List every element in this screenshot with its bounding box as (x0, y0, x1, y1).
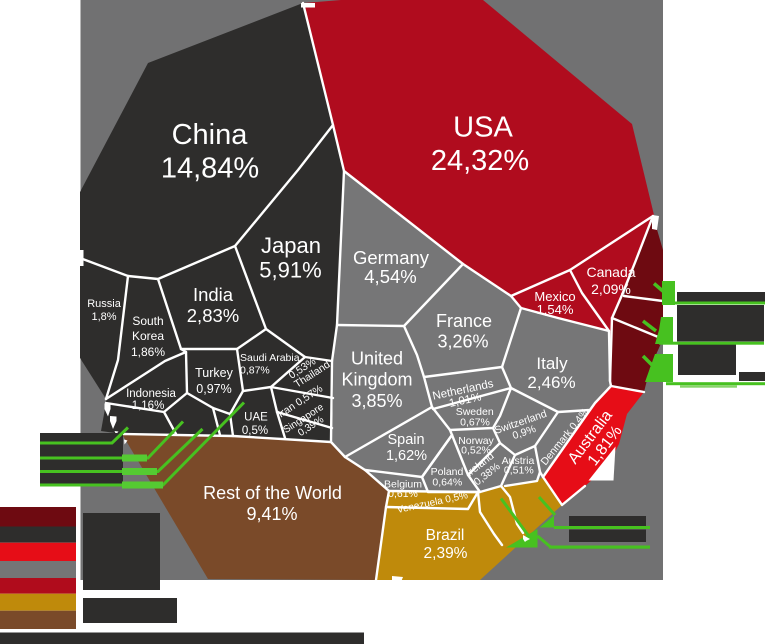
svg-text:Norway: Norway (458, 435, 494, 447)
svg-text:Russia: Russia (87, 298, 122, 310)
svg-text:0,52%: 0,52% (461, 445, 491, 457)
svg-text:Saudi Arabia: Saudi Arabia (240, 352, 300, 364)
svg-text:Germany: Germany (353, 247, 430, 268)
svg-text:0,87%: 0,87% (240, 365, 270, 377)
svg-text:Canada: Canada (586, 264, 635, 280)
svg-text:Indonesia: Indonesia (126, 388, 176, 400)
svg-text:Turkey: Turkey (195, 366, 233, 380)
svg-text:1,62%: 1,62% (386, 448, 427, 464)
svg-text:Kingdom: Kingdom (341, 370, 412, 390)
svg-text:USA: USA (453, 112, 513, 144)
svg-text:2,83%: 2,83% (187, 305, 239, 326)
svg-text:0,5%: 0,5% (242, 425, 268, 437)
svg-text:Brazil: Brazil (426, 527, 465, 544)
svg-text:Poland: Poland (431, 466, 464, 478)
svg-text:1,8%: 1,8% (91, 311, 116, 323)
svg-text:Rest of the World: Rest of the World (203, 483, 342, 503)
svg-text:China: China (172, 119, 249, 151)
svg-text:UAE: UAE (244, 412, 268, 424)
svg-text:Spain: Spain (387, 432, 424, 448)
svg-text:2,39%: 2,39% (424, 545, 468, 562)
svg-text:24,32%: 24,32% (431, 145, 529, 177)
svg-text:3,85%: 3,85% (351, 391, 402, 411)
svg-text:0,97%: 0,97% (196, 382, 231, 396)
svg-text:5,91%: 5,91% (259, 258, 321, 283)
svg-text:Italy: Italy (536, 354, 568, 373)
svg-text:France: France (436, 311, 492, 331)
svg-text:1,16%: 1,16% (132, 400, 165, 412)
svg-text:0,61%: 0,61% (388, 488, 418, 500)
svg-text:Korea: Korea (132, 329, 164, 343)
svg-text:4,54%: 4,54% (364, 266, 416, 287)
svg-text:Sweden: Sweden (456, 406, 494, 418)
svg-text:3,26%: 3,26% (437, 332, 488, 352)
svg-text:Belgium: Belgium (384, 479, 422, 491)
svg-text:1,54%: 1,54% (537, 302, 574, 317)
svg-text:2,09%: 2,09% (591, 281, 631, 297)
svg-text:India: India (193, 284, 234, 305)
svg-text:9,41%: 9,41% (246, 504, 297, 524)
svg-text:South: South (132, 314, 163, 328)
svg-text:Austria: Austria (502, 455, 535, 467)
svg-text:United: United (351, 349, 403, 369)
svg-text:0,51%: 0,51% (504, 464, 534, 476)
svg-text:Mexico: Mexico (534, 289, 575, 304)
svg-text:1,86%: 1,86% (131, 345, 165, 359)
svg-text:0,67%: 0,67% (460, 417, 490, 429)
svg-text:2,46%: 2,46% (527, 373, 575, 392)
svg-text:Japan: Japan (261, 233, 321, 258)
svg-text:14,84%: 14,84% (161, 153, 259, 185)
svg-text:0,64%: 0,64% (432, 477, 462, 489)
